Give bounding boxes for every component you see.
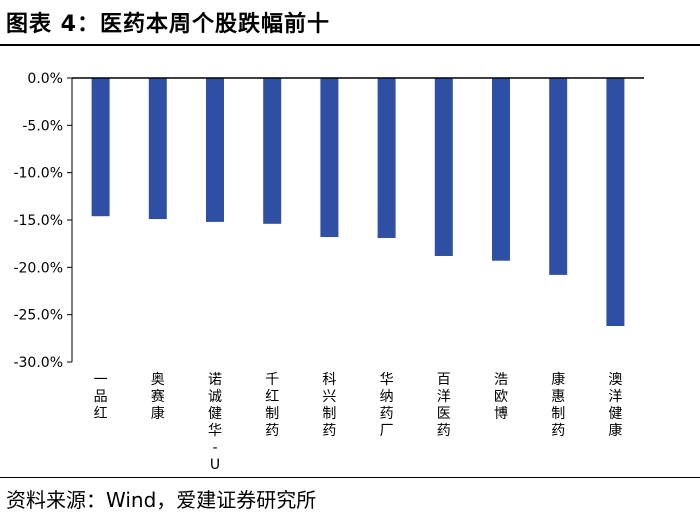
y-tick-label: -30.0% (13, 355, 63, 371)
y-tick-label: -5.0% (22, 118, 63, 134)
bar-诺诚健华-U (206, 78, 224, 222)
bars (91, 78, 625, 327)
y-tick-label: -15.0% (13, 213, 63, 229)
x-tick-label: 百洋医药 (437, 372, 451, 439)
y-tick-label: -20.0% (13, 260, 63, 276)
source-divider (0, 477, 700, 478)
bar-澳洋健康 (606, 78, 625, 327)
bar-奥赛康 (148, 78, 167, 220)
x-tick-label: 浩欧博 (494, 372, 508, 422)
bar-康惠制药 (549, 78, 568, 275)
x-tick-label: 一品红 (94, 372, 108, 422)
bar-科兴制药 (320, 78, 339, 238)
source-note: 资料来源：Wind，爱建证券研究所 (6, 488, 317, 512)
x-tick-label: 奥赛康 (151, 371, 165, 422)
y-axis: 0.0% -5.0% -10.0% -15.0% -20.0% -25.0% -30.0% (13, 71, 72, 371)
bar-百洋医药 (434, 78, 453, 256)
x-tick-label: 澳洋健康 (608, 372, 622, 439)
bar-chart: 0.0%-5.0%-10.0%-15.0%-20.0%-25.0%-30.0% … (13, 71, 644, 473)
x-tick-label: 诺诚健华-U (208, 372, 222, 473)
y-tick-label: -10.0% (13, 166, 63, 182)
bar-华纳药厂 (377, 78, 396, 238)
bar-一品红 (91, 78, 110, 217)
title-divider (0, 44, 700, 46)
x-tick-label: 科兴制药 (322, 372, 336, 439)
x-tick-label: 千红制药 (265, 372, 279, 439)
bar-浩欧博 (492, 78, 510, 261)
bar-千红制药 (263, 78, 282, 224)
y-tick-label: -25.0% (13, 308, 63, 324)
x-tick-label: 华纳药厂 (380, 372, 394, 439)
y-tick-label: 0.0% (27, 71, 63, 87)
x-tick-label: 康惠制药 (551, 371, 565, 439)
x-axis-labels: 一品红 奥赛康 诺诚健华-U 千红制药 科兴制药 华纳药厂 百洋医药 浩欧博 康惠制药 澳洋健康 (94, 371, 623, 473)
chart-title: 图表 4：医药本周个股跌幅前十 (6, 12, 330, 37)
